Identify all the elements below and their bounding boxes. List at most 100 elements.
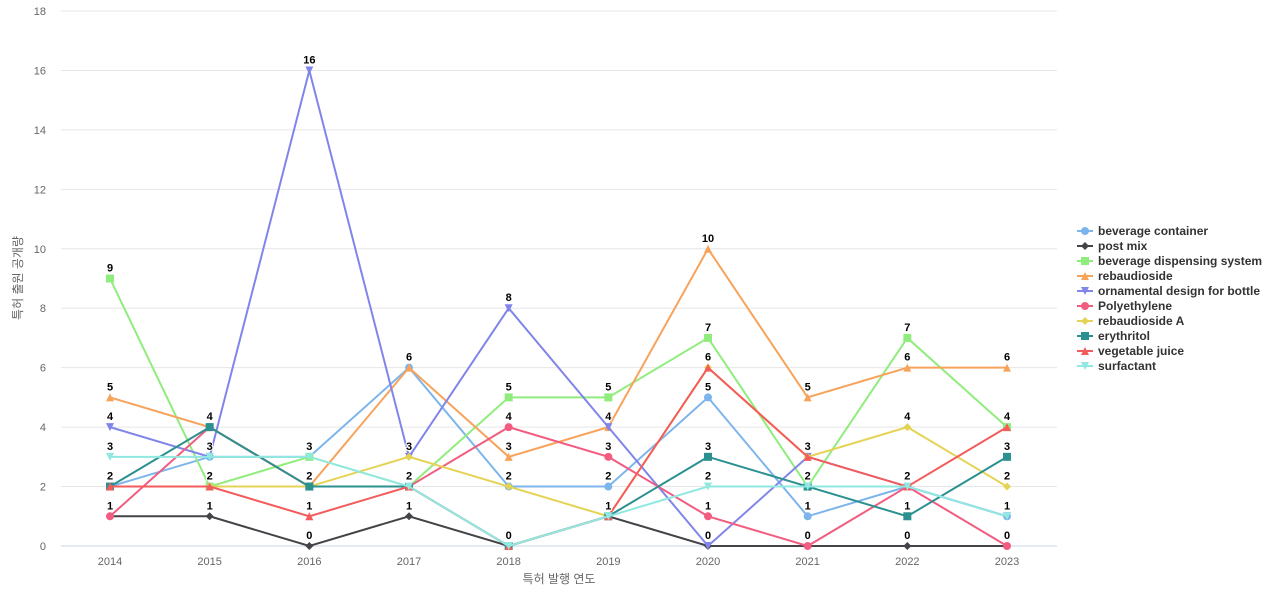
data-point[interactable] xyxy=(704,482,712,491)
series-surfactant[interactable] xyxy=(106,452,1011,550)
data-point[interactable] xyxy=(106,482,114,491)
data-point[interactable] xyxy=(803,393,812,402)
data-point[interactable] xyxy=(803,542,812,550)
data-point[interactable] xyxy=(504,482,513,491)
data-point[interactable] xyxy=(903,512,912,521)
data-point[interactable] xyxy=(903,482,912,491)
data-point[interactable] xyxy=(903,363,912,372)
data-point[interactable] xyxy=(704,452,712,461)
data-point[interactable] xyxy=(504,542,513,550)
data-point[interactable] xyxy=(803,512,812,521)
data-point[interactable] xyxy=(405,363,413,372)
data-point[interactable] xyxy=(405,452,413,461)
x-tick-label: 2015 xyxy=(197,556,221,568)
data-point[interactable] xyxy=(604,423,613,432)
data-point[interactable] xyxy=(704,542,712,550)
legend-item[interactable]: vegetable juice xyxy=(1077,344,1184,358)
data-label: 4 xyxy=(904,411,911,423)
legend-marker-icon[interactable] xyxy=(1081,242,1089,250)
data-point[interactable] xyxy=(1003,363,1011,372)
y-tick-label: 16 xyxy=(34,65,46,77)
data-label: 6 xyxy=(705,352,711,364)
data-point[interactable] xyxy=(305,512,314,521)
legend-marker-icon[interactable] xyxy=(1081,287,1089,295)
legend-item[interactable]: rebaudioside A xyxy=(1077,314,1185,328)
data-point[interactable] xyxy=(106,452,114,461)
legend-item[interactable]: ornamental design for bottle xyxy=(1077,284,1260,298)
data-point[interactable] xyxy=(604,482,613,491)
legend-item[interactable]: rebaudioside xyxy=(1077,269,1173,283)
data-point[interactable] xyxy=(604,393,613,402)
data-point[interactable] xyxy=(704,333,712,342)
data-point[interactable] xyxy=(504,304,513,313)
data-point[interactable] xyxy=(903,542,912,550)
data-point[interactable] xyxy=(704,393,712,402)
data-point[interactable] xyxy=(1003,542,1011,550)
data-point[interactable] xyxy=(704,363,712,372)
legend-label: beverage dispensing system xyxy=(1098,254,1262,268)
data-label: 1 xyxy=(107,500,113,512)
data-point[interactable] xyxy=(704,244,712,253)
legend-marker-icon[interactable] xyxy=(1081,272,1089,280)
data-point[interactable] xyxy=(1003,423,1011,432)
data-point[interactable] xyxy=(803,482,812,491)
data-point[interactable] xyxy=(205,512,214,521)
data-label: 5 xyxy=(805,381,811,393)
x-tick-label: 2023 xyxy=(995,556,1019,568)
data-point[interactable] xyxy=(1003,512,1011,521)
data-point[interactable] xyxy=(803,452,812,461)
legend-item[interactable]: post mix xyxy=(1077,239,1148,253)
data-label: 3 xyxy=(406,441,412,453)
data-point[interactable] xyxy=(405,482,413,491)
series-line[interactable] xyxy=(109,278,1008,489)
data-point[interactable] xyxy=(604,452,613,461)
data-label: 0 xyxy=(805,530,811,542)
legend-item[interactable]: erythritol xyxy=(1077,329,1150,343)
legend-item[interactable]: surfactant xyxy=(1077,359,1156,373)
legend-marker-icon[interactable] xyxy=(1081,227,1089,235)
data-point[interactable] xyxy=(903,423,912,432)
data-point[interactable] xyxy=(704,512,712,521)
data-point[interactable] xyxy=(106,512,114,521)
legend-marker-icon[interactable] xyxy=(1081,347,1089,355)
legend-item[interactable]: beverage dispensing system xyxy=(1077,254,1262,268)
data-label: 16 xyxy=(303,54,315,66)
x-axis-title: 특허 발행 연도 xyxy=(523,571,596,586)
legend-item[interactable]: beverage container xyxy=(1077,224,1208,238)
data-point[interactable] xyxy=(106,393,114,402)
series-line[interactable] xyxy=(110,366,1008,518)
data-point[interactable] xyxy=(305,482,314,491)
data-point[interactable] xyxy=(504,393,513,402)
legend-marker-icon[interactable] xyxy=(1081,362,1089,370)
data-point[interactable] xyxy=(903,333,912,342)
series-line[interactable] xyxy=(110,455,1008,548)
data-point[interactable] xyxy=(205,482,214,491)
data-point[interactable] xyxy=(305,542,314,550)
data-point[interactable] xyxy=(305,452,314,461)
data-point[interactable] xyxy=(205,423,214,432)
legend-marker-icon[interactable] xyxy=(1081,317,1089,325)
data-label: 1 xyxy=(207,500,213,512)
data-point[interactable] xyxy=(106,423,114,432)
data-label: 1 xyxy=(805,500,811,512)
data-point[interactable] xyxy=(504,423,513,432)
data-point[interactable] xyxy=(106,274,114,283)
data-point[interactable] xyxy=(1003,482,1011,491)
legend-marker-icon[interactable] xyxy=(1081,332,1089,340)
data-point[interactable] xyxy=(1003,452,1011,461)
y-tick-label: 8 xyxy=(40,303,46,315)
y-tick-label: 14 xyxy=(34,125,46,137)
legend-item[interactable]: Polyethylene xyxy=(1077,299,1172,313)
series-beverage-dispensing-system[interactable] xyxy=(106,274,1011,491)
data-label: 2 xyxy=(107,471,113,483)
legend-label: beverage container xyxy=(1098,224,1208,238)
legend-marker-icon[interactable] xyxy=(1081,302,1089,310)
data-point[interactable] xyxy=(405,512,413,521)
data-point[interactable] xyxy=(305,66,314,75)
data-label: 1 xyxy=(605,500,611,512)
data-point[interactable] xyxy=(205,452,214,461)
legend-marker-icon[interactable] xyxy=(1081,257,1089,265)
data-point[interactable] xyxy=(604,512,613,521)
data-point[interactable] xyxy=(504,452,513,461)
